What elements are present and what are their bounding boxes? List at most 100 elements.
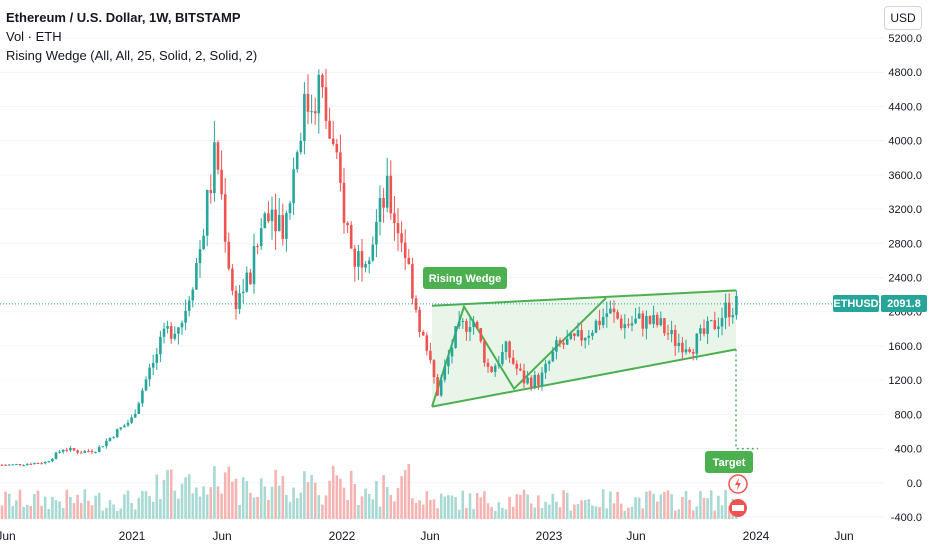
- volume-bar: [324, 495, 328, 519]
- candle-body: [43, 462, 47, 464]
- volume-bar: [72, 503, 76, 519]
- target-label-text: Target: [713, 457, 746, 469]
- candle-body: [454, 326, 457, 348]
- volume-bar: [144, 491, 148, 519]
- volume-bar: [497, 502, 501, 519]
- rising-wedge-label[interactable]: Rising Wedge: [423, 267, 507, 289]
- candle-body: [0, 464, 4, 466]
- volume-bar: [666, 490, 670, 519]
- candle-body: [115, 429, 119, 438]
- currency-button[interactable]: USD: [884, 6, 922, 30]
- volume-bar: [709, 490, 713, 519]
- y-tick-label: 4000.0: [888, 136, 922, 148]
- volume-bar: [198, 496, 202, 519]
- candle-body: [151, 362, 155, 368]
- wedge-lower-line[interactable]: [431, 348, 737, 408]
- candle-body: [465, 320, 468, 332]
- volume-bar: [396, 488, 400, 519]
- volume-bar: [101, 510, 105, 519]
- x-tick-label: 2023: [536, 529, 563, 543]
- chart-legend: Ethereum / U.S. Dollar, 1W, BITSTAMP Vol…: [6, 8, 257, 65]
- candle-body: [162, 328, 166, 337]
- volume-bar: [605, 508, 609, 519]
- volume-legend[interactable]: Vol · ETH: [6, 29, 62, 44]
- candle-body: [580, 330, 583, 341]
- volume-bar: [364, 488, 367, 519]
- price-axis[interactable]: 5200.0 4800.0 4400.0 4000.0 3600.0 3200.0 2800…: [888, 33, 922, 524]
- volume-bar: [245, 481, 249, 519]
- candle-body: [306, 93, 310, 112]
- volume-bar: [137, 497, 141, 519]
- target-label[interactable]: Target: [705, 451, 753, 473]
- volume-bar: [119, 508, 123, 519]
- volume-bar: [407, 463, 411, 519]
- candle-body: [281, 215, 285, 239]
- rising-wedge-label-text: Rising Wedge: [429, 273, 502, 285]
- volume-bar: [486, 503, 490, 519]
- y-tick-label: 800.0: [894, 409, 922, 421]
- volume-bar: [367, 493, 371, 519]
- candle-body: [371, 244, 375, 261]
- y-tick-label: 3200.0: [888, 204, 922, 216]
- candle-body: [411, 264, 414, 299]
- candle-body: [295, 152, 299, 170]
- volume-bar: [256, 496, 259, 519]
- volume-bar: [475, 493, 479, 519]
- candle-body: [339, 152, 342, 183]
- volume-bar: [670, 494, 673, 519]
- volume-bar: [537, 495, 540, 519]
- candle-body: [263, 213, 267, 229]
- volume-bar: [159, 499, 162, 519]
- candle-body: [652, 314, 655, 324]
- rising-wedge-pattern[interactable]: [431, 289, 758, 450]
- candle-body: [673, 329, 677, 347]
- volume-bar: [25, 504, 29, 519]
- indicator-legend[interactable]: Rising Wedge (All, All, 25, Solid, 2, So…: [6, 48, 258, 63]
- candle-body: [256, 246, 259, 248]
- event-icons[interactable]: [728, 474, 748, 517]
- y-tick-label: 2400.0: [888, 273, 922, 285]
- candle-body: [346, 222, 349, 226]
- wedge-upper-line[interactable]: [431, 289, 737, 307]
- candle-body: [155, 354, 159, 363]
- volume-bar: [162, 479, 166, 519]
- volume-bar: [587, 499, 591, 519]
- candle-body: [274, 209, 277, 232]
- candle-body: [79, 452, 83, 454]
- candle-body: [18, 464, 22, 466]
- candle-body: [324, 87, 328, 121]
- candle-body: [328, 120, 331, 139]
- x-tick-label: 2021: [119, 529, 146, 543]
- volume-bar: [123, 494, 126, 519]
- candle-body: [378, 198, 382, 222]
- candle-body: [209, 190, 213, 194]
- candle-body: [144, 379, 148, 391]
- candle-body: [130, 417, 133, 423]
- candles: [0, 68, 738, 467]
- candle-body: [105, 440, 108, 447]
- y-tick-label: 4400.0: [888, 101, 922, 113]
- volume-bar: [108, 500, 112, 519]
- candle-body: [565, 338, 569, 345]
- volume-bar: [277, 485, 281, 519]
- volume-bar: [591, 505, 594, 519]
- candle-body: [123, 425, 126, 428]
- volume-bar: [630, 506, 634, 519]
- volume-bar: [281, 475, 285, 519]
- x-tick-label: Jun: [0, 529, 16, 543]
- candle-body: [403, 242, 407, 258]
- candle-body: [47, 461, 51, 463]
- chart-title[interactable]: Ethereum / U.S. Dollar, 1W, BITSTAMP: [6, 10, 241, 25]
- volume-bar: [306, 482, 310, 519]
- candle-body: [277, 215, 281, 232]
- volume-bar: [187, 474, 191, 519]
- y-tick-label: 2800.0: [888, 238, 922, 250]
- candle-body: [267, 213, 270, 222]
- candle-body: [159, 336, 162, 355]
- volume-bar: [115, 510, 119, 519]
- y-tick-label: -400.0: [891, 512, 922, 524]
- time-axis[interactable]: Jun 2021 Jun 2022 Jun 2023 Jun 2024 Jun: [0, 529, 854, 543]
- candle-body: [425, 335, 429, 351]
- candle-body: [713, 320, 717, 329]
